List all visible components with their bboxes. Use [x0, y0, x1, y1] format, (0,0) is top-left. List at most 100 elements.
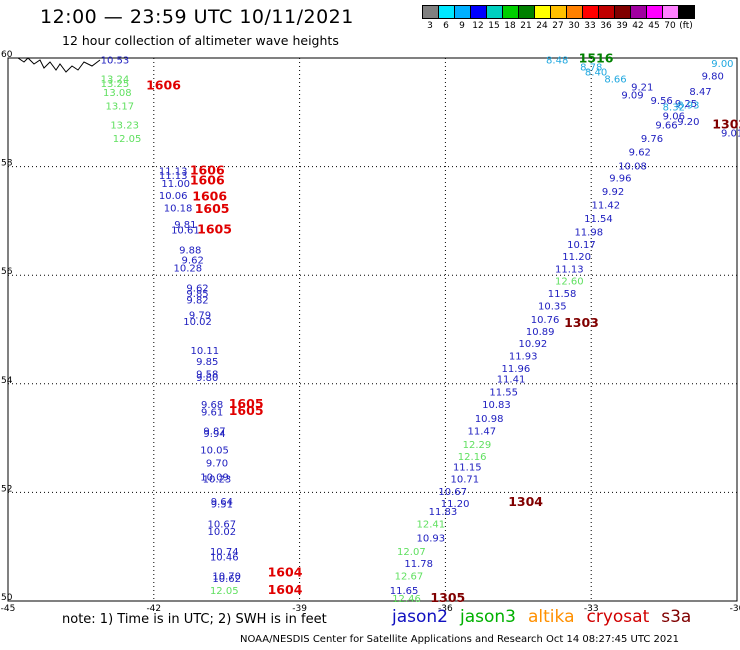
scale-label: 33 — [584, 21, 596, 31]
wave-height-value: 9.68 — [201, 400, 223, 411]
wave-height-value: 10.11 — [191, 346, 220, 357]
wave-height-value: 11.00 — [161, 179, 190, 190]
wave-height-value: 11.13 — [159, 167, 188, 178]
lat-tick-label: 60 — [1, 50, 13, 60]
wave-height-value: 12.05 — [210, 586, 239, 597]
legend-item: jason3 — [460, 607, 516, 627]
time-stamp: 1606 — [190, 173, 225, 188]
wave-height-value: 9.62 — [629, 148, 651, 159]
lon-tick-label: -36 — [438, 604, 453, 614]
wave-height-value: 11.55 — [489, 388, 518, 399]
scale-label: 36 — [600, 21, 612, 31]
wave-height-value: 10.08 — [618, 161, 647, 172]
wave-height-value: 12.41 — [416, 520, 445, 531]
wave-height-value: 11.42 — [591, 200, 620, 211]
wave-height-value: 11.93 — [509, 351, 538, 362]
time-stamp: 1606 — [192, 188, 227, 203]
scale-label: 45 — [648, 21, 660, 31]
wave-height-value: 11.58 — [548, 289, 577, 300]
lon-tick-label: -30 — [730, 604, 740, 614]
wave-height-value: 9.00 — [711, 59, 733, 70]
wave-height-value: 10.05 — [200, 445, 229, 456]
wave-height-value: 12.67 — [395, 571, 424, 582]
legend-item: altika — [528, 607, 575, 627]
lat-tick-label: 56 — [1, 267, 13, 277]
wave-height-value: 9.81 — [174, 220, 196, 231]
lat-tick-label: 50 — [1, 593, 13, 603]
wave-height-value: 10.62 — [212, 574, 241, 585]
wave-height-value: 11.20 — [441, 499, 470, 510]
wave-height-value: 9.82 — [186, 295, 208, 306]
wave-height-value: 12.29 — [463, 440, 492, 451]
scale-label: 21 — [520, 21, 532, 31]
time-stamp: 1606 — [190, 163, 225, 178]
scale-label: 6 — [443, 21, 449, 31]
wave-height-value: 9.88 — [179, 245, 201, 256]
scale-label: 15 — [488, 21, 500, 31]
time-stamps: 1606160616061606160516051605160516041604… — [146, 50, 740, 605]
page-subtitle: 12 hour collection of altimeter wave hei… — [62, 33, 339, 48]
wave-height-value: 10.70 — [212, 571, 241, 582]
wave-height-value: 10.23 — [203, 475, 232, 486]
scale-label: 39 — [616, 21, 628, 31]
page-title: 12:00 — 23:59 UTC 10/11/2021 — [40, 6, 354, 28]
lon-tick-label: -39 — [292, 604, 307, 614]
wave-height-value: 13.25 — [101, 79, 130, 90]
wave-height-value: 10.09 — [200, 472, 229, 483]
wave-height-value: 11.41 — [497, 375, 526, 386]
wave-height-value: 9.51 — [211, 500, 233, 511]
wave-height-value: 11.83 — [429, 507, 458, 518]
lat-tick-label: 58 — [1, 159, 13, 169]
lon-tick-label: -42 — [146, 604, 161, 614]
scale-label: 12 — [472, 21, 484, 31]
wave-height-value: 9.20 — [677, 117, 699, 128]
wave-height-value: 11.15 — [453, 463, 482, 474]
map-grid — [8, 58, 737, 601]
wave-height-value: 11.65 — [390, 586, 419, 597]
scale-swatch — [678, 5, 695, 19]
scale-label: 9 — [459, 21, 465, 31]
wave-height-labels: 10.5311.1311.1311.0010.0610.189.8110.619… — [101, 55, 740, 605]
satellite-legend: jason2 jason3 altika cryosat s3a — [392, 607, 691, 627]
legend-item: jason2 — [392, 607, 448, 627]
wave-height-value: 9.85 — [196, 357, 218, 368]
time-stamp: 1605 — [229, 396, 264, 411]
wave-height-value: 12.07 — [397, 547, 426, 558]
wave-height-value: 10.71 — [451, 475, 480, 486]
wave-height-value: 8.93 — [677, 100, 699, 111]
wave-height-value: 13.08 — [103, 88, 132, 99]
wave-height-value: 9.79 — [189, 311, 211, 322]
wave-height-value: 10.17 — [567, 240, 596, 251]
wave-height-value: 11.13 — [555, 264, 584, 275]
wave-height-value: 10.53 — [101, 55, 130, 66]
wave-height-value: 11.96 — [502, 364, 531, 375]
legend-item: s3a — [661, 607, 692, 627]
wave-height-value: 9.70 — [206, 458, 228, 469]
lat-tick-label: 52 — [1, 484, 12, 494]
scale-label: 30 — [568, 21, 580, 31]
time-stamp: 1606 — [146, 77, 181, 92]
time-stamp: 1305 — [430, 590, 465, 605]
lon-tick-label: -45 — [1, 604, 16, 614]
wave-height-value: 10.02 — [208, 527, 237, 538]
wave-height-value: 8.40 — [585, 67, 607, 78]
wave-height-value: 10.98 — [475, 414, 504, 425]
time-stamp: 1605 — [195, 201, 230, 216]
wave-height-value: 10.18 — [164, 204, 193, 215]
wave-height-value: 9.80 — [196, 373, 218, 384]
time-stamp: 1303 — [564, 315, 599, 330]
wave-height-value: 10.46 — [210, 552, 239, 563]
wave-height-value: 8.32 — [663, 103, 685, 114]
wave-height-value: 9.09 — [621, 91, 643, 102]
lon-tick-label: -33 — [584, 604, 599, 614]
wave-height-value: 9.21 — [631, 83, 653, 94]
scale-label: 3 — [427, 21, 433, 31]
wave-height-value: 13.23 — [110, 121, 139, 132]
wave-height-value: 8.66 — [604, 74, 626, 85]
wave-height-value: 9.96 — [609, 173, 631, 184]
wave-height-value: 10.06 — [159, 191, 188, 202]
map-frame — [7, 57, 738, 602]
wave-height-value: 9.94 — [203, 429, 225, 440]
wave-height-value: 10.67 — [438, 487, 467, 498]
